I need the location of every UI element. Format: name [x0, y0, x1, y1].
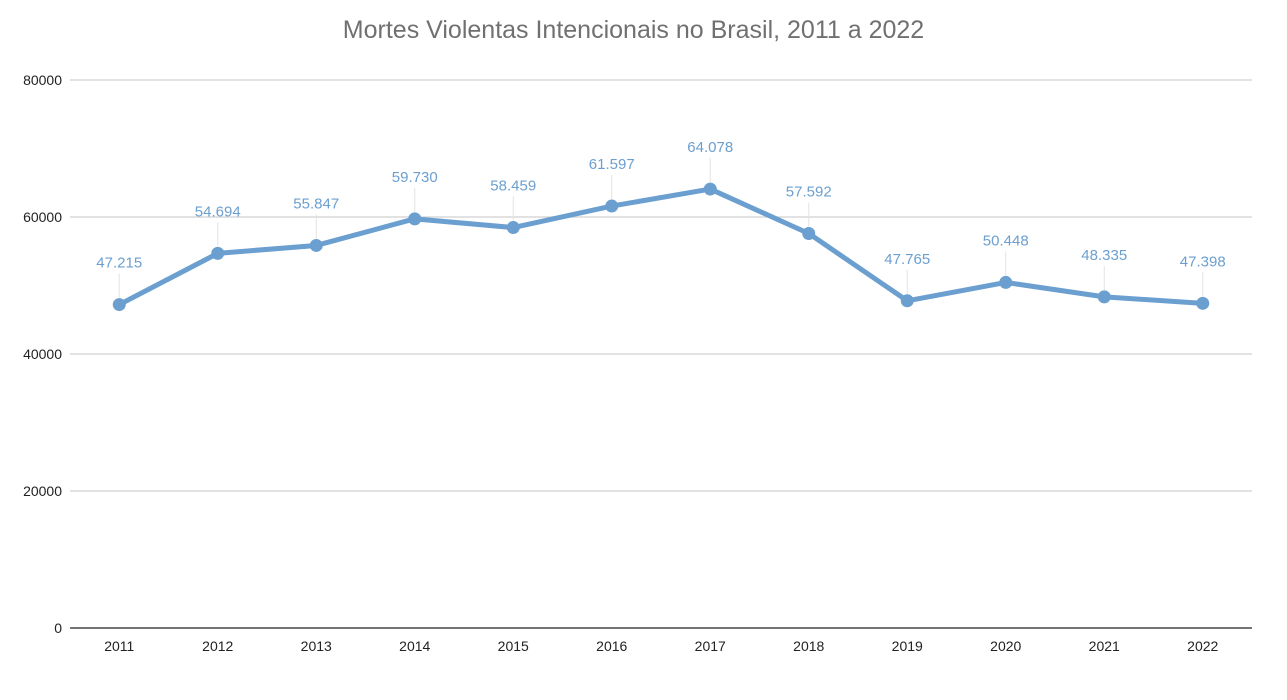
x-tick-label: 2015 [498, 638, 529, 654]
y-tick-label: 20000 [23, 483, 62, 499]
x-tick-label: 2020 [990, 638, 1021, 654]
data-point [703, 182, 717, 196]
data-label: 61.597 [589, 156, 635, 173]
x-tick-label: 2022 [1187, 638, 1218, 654]
x-tick-label: 2016 [596, 638, 627, 654]
data-label: 47.765 [884, 251, 930, 268]
x-tick-label: 2018 [793, 638, 824, 654]
series-line [116, 186, 1206, 308]
data-point [999, 275, 1013, 289]
data-point [309, 238, 323, 252]
data-label: 47.215 [96, 255, 142, 272]
y-tick-label: 0 [54, 620, 62, 636]
data-label: 64.078 [687, 139, 733, 156]
data-label: 48.335 [1081, 247, 1127, 264]
data-label: 59.730 [392, 169, 438, 186]
x-tick-label: 2014 [399, 638, 430, 654]
data-point [211, 246, 225, 260]
x-tick-label: 2019 [892, 638, 923, 654]
data-point [506, 221, 520, 235]
data-point [802, 226, 816, 240]
data-label: 54.694 [195, 203, 241, 220]
data-point [1097, 290, 1111, 304]
data-point [900, 294, 914, 308]
x-tick-label: 2017 [695, 638, 726, 654]
data-point [605, 199, 619, 213]
x-tick-label: 2013 [301, 638, 332, 654]
data-label: 55.847 [293, 195, 339, 212]
y-tick-label: 80000 [23, 72, 62, 88]
data-label: 58.459 [490, 178, 536, 195]
y-tick-label: 60000 [23, 209, 62, 225]
data-label: 57.592 [786, 183, 832, 200]
x-tick-label: 2011 [104, 638, 134, 654]
data-point [1196, 296, 1210, 310]
data-point [408, 212, 422, 226]
data-point [112, 298, 126, 312]
data-label: 47.398 [1180, 253, 1226, 270]
y-tick-label: 40000 [23, 346, 62, 362]
chart-title: Mortes Violentas Intencionais no Brasil,… [342, 16, 925, 44]
x-tick-label: 2012 [202, 638, 233, 654]
data-label: 50.448 [983, 232, 1029, 249]
x-tick-label: 2021 [1089, 638, 1120, 654]
